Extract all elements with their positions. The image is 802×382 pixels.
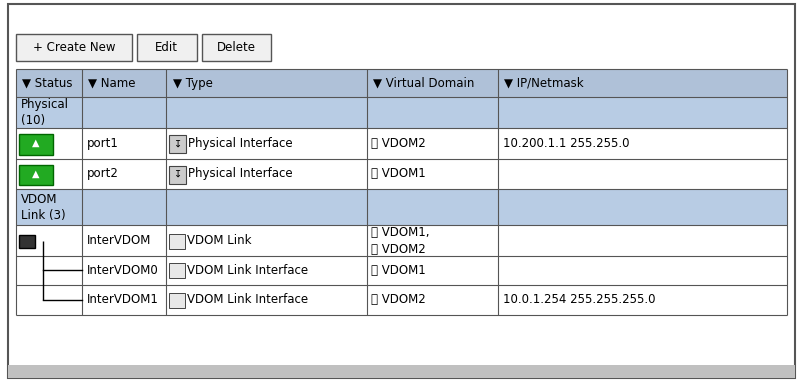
Text: port2: port2 — [87, 167, 118, 180]
Text: ▼ Name: ▼ Name — [88, 76, 136, 90]
FancyBboxPatch shape — [19, 134, 53, 155]
FancyBboxPatch shape — [168, 166, 186, 184]
FancyBboxPatch shape — [168, 135, 186, 153]
FancyBboxPatch shape — [8, 4, 794, 378]
Text: 📂 VDOM1: 📂 VDOM1 — [371, 167, 425, 180]
Text: Edit: Edit — [155, 41, 178, 54]
Text: 10.200.1.1 255.255.0: 10.200.1.1 255.255.0 — [502, 137, 629, 150]
Text: 10.0.1.254 255.255.255.0: 10.0.1.254 255.255.255.0 — [502, 293, 654, 306]
FancyBboxPatch shape — [136, 34, 196, 61]
Text: ▼ Virtual Domain: ▼ Virtual Domain — [373, 76, 474, 90]
FancyBboxPatch shape — [16, 128, 786, 159]
Text: 📂 VDOM2: 📂 VDOM2 — [371, 293, 425, 306]
FancyBboxPatch shape — [168, 264, 184, 278]
FancyBboxPatch shape — [202, 34, 270, 61]
Text: VDOM
Link (3): VDOM Link (3) — [21, 193, 66, 222]
Text: ▲: ▲ — [32, 169, 40, 179]
Text: 📂 VDOM1,: 📂 VDOM1, — [371, 226, 429, 239]
Text: InterVDOM1: InterVDOM1 — [87, 293, 158, 306]
Text: InterVDOM: InterVDOM — [87, 234, 151, 247]
Text: Physical Interface: Physical Interface — [188, 167, 292, 180]
Text: 📂 VDOM2: 📂 VDOM2 — [371, 137, 425, 150]
FancyBboxPatch shape — [16, 97, 786, 128]
Text: port1: port1 — [87, 137, 118, 150]
Text: ▼ Status: ▼ Status — [22, 76, 73, 90]
Text: Physical Interface: Physical Interface — [188, 137, 292, 150]
Text: ▲: ▲ — [32, 138, 40, 148]
Text: VDOM Link: VDOM Link — [187, 234, 252, 247]
FancyBboxPatch shape — [16, 34, 132, 61]
Text: Delete: Delete — [217, 41, 256, 54]
Text: Physical
(10): Physical (10) — [21, 98, 69, 127]
Text: ↧: ↧ — [173, 169, 181, 179]
Text: ↧: ↧ — [173, 138, 181, 148]
FancyBboxPatch shape — [8, 365, 794, 378]
Text: VDOM Link Interface: VDOM Link Interface — [187, 293, 308, 306]
FancyBboxPatch shape — [19, 235, 35, 248]
FancyBboxPatch shape — [16, 225, 786, 256]
Text: + Create New: + Create New — [33, 41, 115, 54]
FancyBboxPatch shape — [16, 285, 786, 315]
FancyBboxPatch shape — [168, 293, 184, 308]
Text: 📂 VDOM1: 📂 VDOM1 — [371, 264, 425, 277]
FancyBboxPatch shape — [19, 165, 53, 185]
Text: VDOM Link Interface: VDOM Link Interface — [187, 264, 308, 277]
FancyBboxPatch shape — [16, 189, 786, 225]
FancyBboxPatch shape — [16, 159, 786, 189]
Text: 📂 VDOM2: 📂 VDOM2 — [371, 243, 425, 256]
FancyBboxPatch shape — [168, 234, 184, 249]
Text: InterVDOM0: InterVDOM0 — [87, 264, 158, 277]
FancyBboxPatch shape — [16, 69, 786, 97]
FancyBboxPatch shape — [16, 256, 786, 285]
Text: ▼ IP/Netmask: ▼ IP/Netmask — [504, 76, 583, 90]
Text: ▼ Type: ▼ Type — [172, 76, 213, 90]
